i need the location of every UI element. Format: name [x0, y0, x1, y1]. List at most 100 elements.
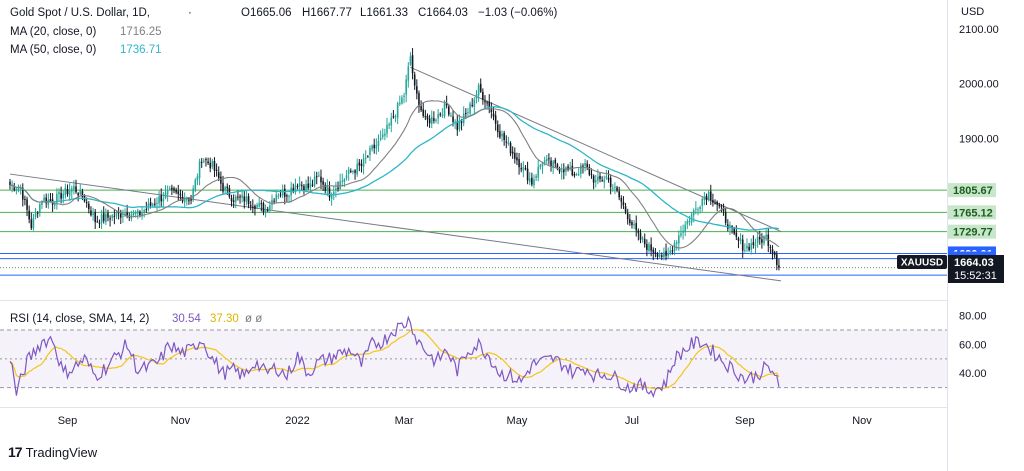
- candle[interactable]: [611, 183, 614, 192]
- candle[interactable]: [607, 170, 610, 183]
- candle[interactable]: [322, 177, 324, 192]
- candle[interactable]: [119, 209, 122, 225]
- candle[interactable]: [352, 169, 354, 175]
- candle[interactable]: [516, 152, 518, 166]
- candle[interactable]: [588, 164, 591, 177]
- candle[interactable]: [243, 190, 246, 209]
- candle[interactable]: [748, 242, 750, 252]
- candle[interactable]: [565, 166, 567, 176]
- candle[interactable]: [420, 100, 422, 112]
- candle[interactable]: [626, 208, 629, 225]
- candle[interactable]: [467, 107, 469, 117]
- candle[interactable]: [567, 164, 569, 172]
- candle[interactable]: [509, 141, 512, 157]
- candle[interactable]: [309, 176, 312, 193]
- candle[interactable]: [245, 190, 248, 206]
- candle[interactable]: [217, 166, 220, 182]
- candle[interactable]: [156, 197, 158, 211]
- candle[interactable]: [697, 207, 699, 216]
- candle[interactable]: [158, 190, 160, 209]
- candle[interactable]: [569, 161, 571, 171]
- candle[interactable]: [228, 184, 231, 199]
- candle[interactable]: [318, 171, 320, 178]
- candle[interactable]: [367, 155, 369, 158]
- candle[interactable]: [264, 204, 267, 218]
- candle[interactable]: [499, 124, 501, 139]
- candle[interactable]: [735, 225, 738, 240]
- candle[interactable]: [179, 189, 182, 201]
- candle[interactable]: [422, 103, 425, 118]
- candle[interactable]: [545, 154, 548, 165]
- candle[interactable]: [296, 183, 299, 190]
- candle[interactable]: [381, 128, 384, 140]
- candle[interactable]: [249, 200, 252, 211]
- candle[interactable]: [230, 194, 233, 207]
- candle[interactable]: [190, 194, 192, 205]
- candle[interactable]: [339, 173, 341, 191]
- candle[interactable]: [477, 83, 480, 102]
- candle[interactable]: [635, 215, 638, 237]
- candle[interactable]: [669, 245, 672, 256]
- candle[interactable]: [168, 185, 171, 191]
- candle[interactable]: [616, 185, 618, 193]
- candle[interactable]: [712, 193, 714, 207]
- candle[interactable]: [413, 71, 416, 90]
- candle[interactable]: [473, 97, 476, 113]
- candle[interactable]: [709, 184, 712, 205]
- candle[interactable]: [36, 211, 39, 218]
- candle[interactable]: [526, 161, 529, 185]
- candle[interactable]: [658, 250, 661, 259]
- candle[interactable]: [283, 184, 286, 205]
- candle[interactable]: [479, 78, 482, 93]
- candle[interactable]: [45, 193, 48, 208]
- candle[interactable]: [729, 221, 731, 236]
- candle[interactable]: [416, 79, 418, 100]
- candle[interactable]: [258, 196, 261, 208]
- candle[interactable]: [746, 238, 748, 253]
- candle[interactable]: [213, 157, 216, 178]
- candle[interactable]: [328, 181, 331, 201]
- candle[interactable]: [586, 160, 589, 171]
- candle[interactable]: [358, 159, 361, 172]
- candle[interactable]: [507, 136, 510, 146]
- time-axis[interactable]: Sep Nov 2022 Mar May Jul Sep Nov: [58, 415, 873, 427]
- candle[interactable]: [418, 90, 420, 113]
- candle[interactable]: [652, 247, 655, 261]
- candle[interactable]: [90, 206, 92, 217]
- candle[interactable]: [203, 158, 205, 164]
- candle[interactable]: [575, 172, 578, 176]
- candle[interactable]: [347, 166, 350, 181]
- candle[interactable]: [154, 198, 156, 207]
- candle[interactable]: [486, 100, 488, 107]
- candle[interactable]: [707, 190, 710, 202]
- candle[interactable]: [320, 169, 322, 190]
- candle[interactable]: [528, 172, 531, 186]
- candle[interactable]: [224, 185, 226, 194]
- candle[interactable]: [188, 197, 190, 205]
- candle[interactable]: [577, 167, 580, 177]
- candle[interactable]: [21, 183, 24, 207]
- candle[interactable]: [373, 138, 376, 154]
- candle[interactable]: [39, 202, 41, 217]
- candle[interactable]: [531, 172, 533, 187]
- candle[interactable]: [443, 99, 446, 119]
- candle[interactable]: [113, 209, 116, 225]
- rsi-pane[interactable]: [0, 315, 947, 399]
- candle[interactable]: [524, 165, 527, 171]
- candle[interactable]: [234, 194, 237, 209]
- candle[interactable]: [205, 157, 207, 167]
- candle[interactable]: [64, 183, 67, 199]
- candle[interactable]: [17, 184, 20, 193]
- candle[interactable]: [28, 205, 30, 224]
- candle[interactable]: [350, 168, 352, 174]
- candle[interactable]: [684, 221, 687, 237]
- candle[interactable]: [68, 183, 71, 201]
- candle[interactable]: [375, 138, 378, 155]
- candle[interactable]: [360, 159, 363, 173]
- candle[interactable]: [665, 243, 667, 261]
- candle[interactable]: [292, 183, 295, 194]
- candle[interactable]: [462, 106, 465, 127]
- candle[interactable]: [232, 194, 235, 209]
- candle[interactable]: [599, 172, 601, 183]
- candle[interactable]: [490, 102, 493, 119]
